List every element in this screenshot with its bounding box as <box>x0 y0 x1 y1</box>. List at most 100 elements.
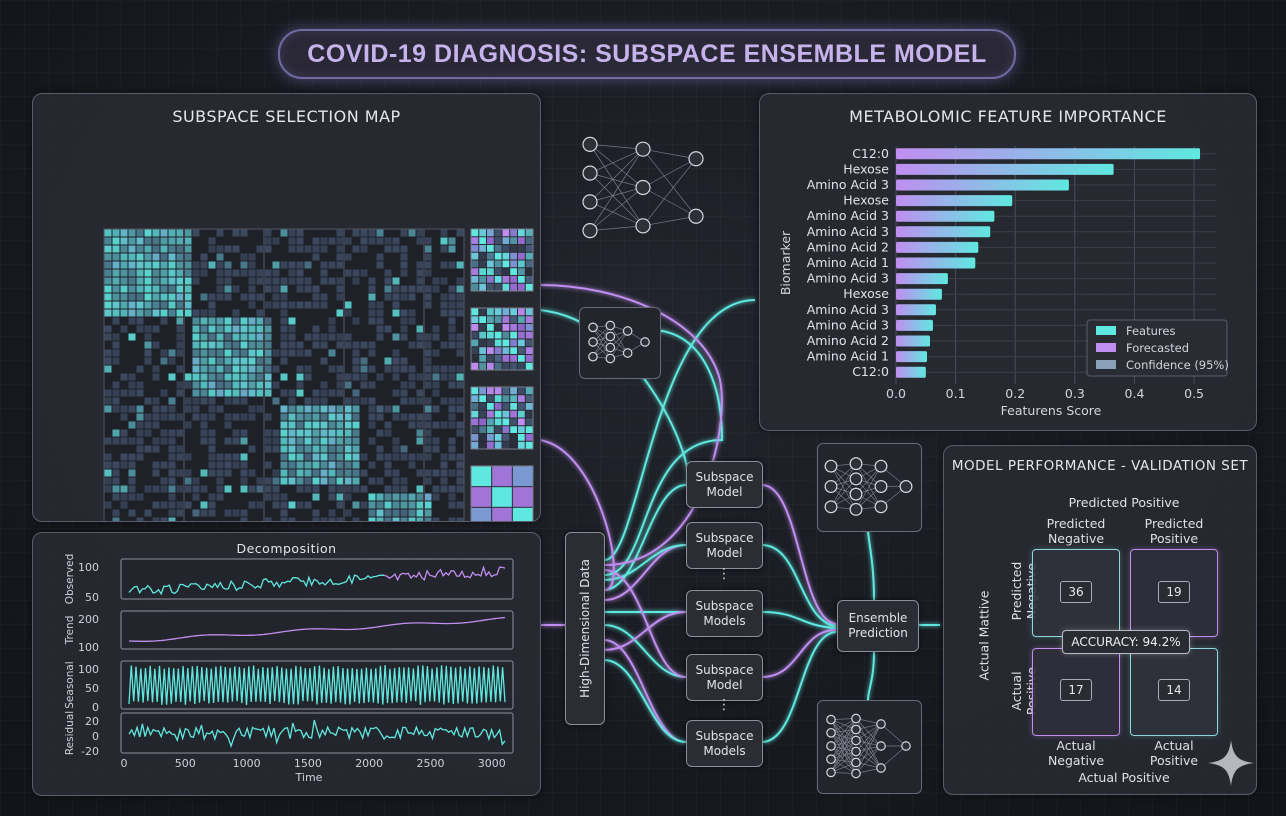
net-node <box>851 724 861 735</box>
heatmap-cell <box>288 261 296 269</box>
heatmap-cell <box>392 509 400 517</box>
heatmap-cell <box>120 429 128 437</box>
heatmap-cell <box>432 517 440 521</box>
side-matrix-cell <box>494 237 502 244</box>
heatmap-cell <box>128 317 136 325</box>
heatmap-cell <box>232 453 240 461</box>
heatmap-cell <box>144 229 152 237</box>
heatmap-cell <box>448 437 456 445</box>
heatmap-cell <box>136 517 144 521</box>
side-matrix-cell <box>479 403 486 410</box>
confusion-value-fp: 19 <box>1158 581 1190 603</box>
decomp-tick-label: -20 <box>81 745 99 758</box>
net-node <box>851 768 861 779</box>
side-matrix-cell <box>487 355 494 362</box>
heatmap-cell <box>128 253 136 261</box>
heatmap-cell <box>288 477 296 485</box>
heatmap-cell <box>216 389 224 397</box>
heatmap-cell <box>424 517 432 521</box>
heatmap-cell <box>336 253 344 261</box>
heatmap-cell <box>128 421 136 429</box>
heatmap-cell <box>184 501 192 509</box>
net-node <box>849 502 863 516</box>
heatmap-cell <box>320 413 328 421</box>
side-matrix-cell <box>487 362 494 370</box>
heatmap-cell <box>424 341 432 349</box>
side-matrix-cell <box>510 347 517 354</box>
heatmap-cell <box>440 237 448 245</box>
heatmap-cell <box>440 453 448 461</box>
heatmap-cell <box>208 509 216 517</box>
heatmap-cell <box>104 285 112 293</box>
heatmap-cell <box>160 261 168 269</box>
decomp-x-tick: 0 <box>121 757 128 770</box>
heatmap-cell <box>280 349 288 357</box>
heatmap-cell <box>144 301 152 309</box>
heatmap-cell <box>296 445 304 453</box>
heatmap-cell <box>248 317 256 325</box>
heatmap-cell <box>344 253 352 261</box>
heatmap-cell <box>408 461 416 469</box>
heatmap-cell <box>208 293 216 301</box>
heatmap-cell <box>320 469 328 477</box>
heatmap-cell <box>184 285 192 293</box>
side-matrix-cell <box>518 260 525 268</box>
heatmap-cell <box>416 269 424 277</box>
net-edge <box>830 745 857 763</box>
side-matrix-cell <box>479 331 486 339</box>
heatmap-cell <box>320 461 328 469</box>
heatmap-cell <box>424 469 432 477</box>
net-edge <box>830 729 857 760</box>
heatmap-cell <box>432 277 440 285</box>
side-matrix-cell <box>525 355 533 362</box>
subspace-model-node-3: Subspace Models <box>686 590 763 637</box>
heatmap-cell <box>304 429 312 437</box>
heatmap-cell <box>320 389 328 397</box>
decomp-series-line-forecast <box>383 565 506 582</box>
heatmap-cell <box>184 309 192 317</box>
chart-legend-label: Features <box>1126 324 1175 338</box>
side-matrix-cell <box>494 316 502 323</box>
side-matrix-cell <box>494 308 502 316</box>
side-matrix-cell <box>525 339 533 347</box>
side-matrix-cell <box>487 308 494 316</box>
heatmap-cell <box>200 389 208 397</box>
net-edge <box>592 325 611 357</box>
heatmap-cell <box>120 493 128 501</box>
heatmap-cell <box>440 341 448 349</box>
heatmap-cell <box>200 429 208 437</box>
side-matrix-cell <box>479 387 486 395</box>
side-matrix-cell <box>512 487 533 507</box>
row-label-line1: Predicted <box>1009 561 1024 621</box>
side-matrix-cell <box>525 316 533 323</box>
heatmap-cell <box>456 365 464 373</box>
heatmap-cell <box>448 517 456 521</box>
heatmap-cell <box>344 461 352 469</box>
heatmap-cell <box>248 285 256 293</box>
side-matrix-cell <box>479 347 486 354</box>
heatmap-cell <box>176 341 184 349</box>
heatmap-cell <box>128 245 136 253</box>
side-matrix-cell <box>525 426 533 433</box>
heatmap-cell <box>256 341 264 349</box>
heatmap-cell <box>296 437 304 445</box>
heatmap-cell <box>440 301 448 309</box>
heatmap-cell <box>296 285 304 293</box>
heatmap-cell <box>240 253 248 261</box>
heatmap-cell <box>136 453 144 461</box>
heatmap-cell <box>104 277 112 285</box>
heatmap-cell <box>104 229 112 237</box>
heatmap-cell <box>368 285 376 293</box>
heatmap-cell <box>168 413 176 421</box>
net-edge <box>855 745 882 774</box>
side-matrix-cell <box>487 331 494 339</box>
heatmap-cell <box>432 381 440 389</box>
chart-bar <box>896 304 936 316</box>
chart-x-tick: 0.5 <box>1184 386 1204 401</box>
heatmap-cell <box>160 253 168 261</box>
side-matrix-cell <box>525 308 533 316</box>
heatmap-cell <box>120 461 128 469</box>
heatmap-cell <box>240 269 248 277</box>
heatmap-cell <box>200 261 208 269</box>
side-matrix-cell <box>479 324 486 331</box>
